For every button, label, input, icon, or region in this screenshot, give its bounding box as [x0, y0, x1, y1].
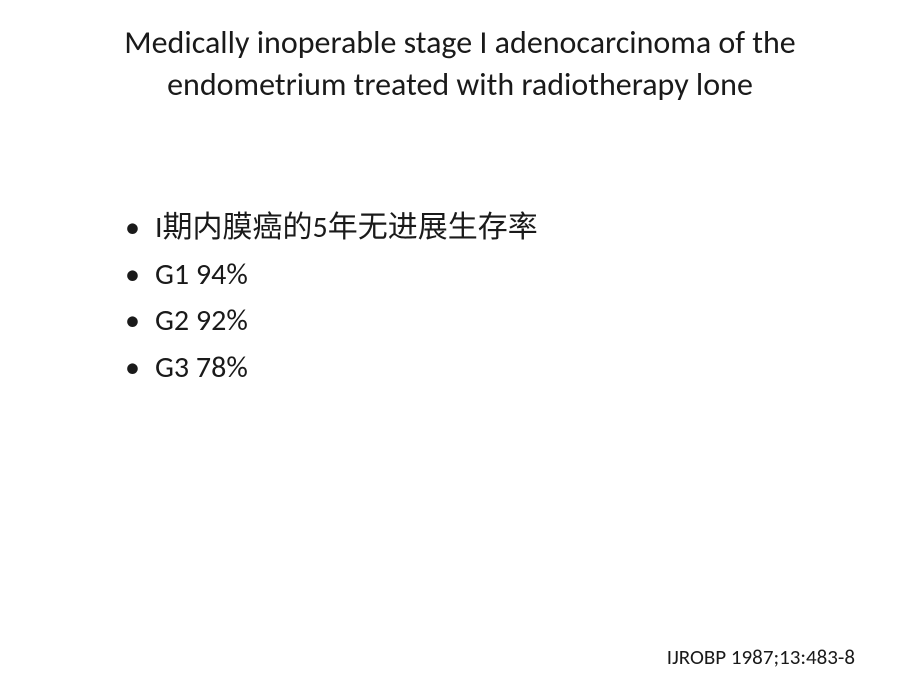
bullet-item: G3 78% — [125, 345, 880, 392]
bullet-item: G1 94% — [125, 252, 880, 299]
title-line-2: endometrium treated with radiotherapy lo… — [40, 64, 880, 106]
bullet-item: G2 92% — [125, 298, 880, 345]
slide-container: Medically inoperable stage I adenocarcin… — [0, 0, 920, 690]
bullet-item: I期内膜癌的5年无进展生存率 — [125, 205, 880, 252]
bullet-list: I期内膜癌的5年无进展生存率 G1 94% G2 92% G3 78% — [40, 205, 880, 391]
title-line-1: Medically inoperable stage I adenocarcin… — [40, 22, 880, 64]
citation-text: IJROBP 1987;13:483-8 — [667, 644, 855, 670]
slide-title: Medically inoperable stage I adenocarcin… — [40, 22, 880, 105]
